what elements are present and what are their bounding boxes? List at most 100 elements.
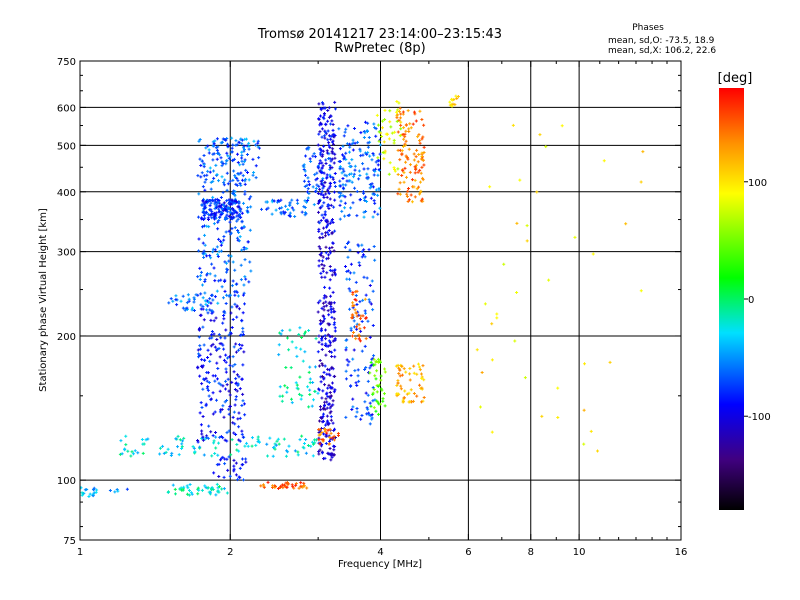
- data-point: [365, 199, 369, 203]
- data-point: [192, 446, 196, 450]
- data-point: [330, 335, 334, 339]
- data-point: [317, 229, 321, 233]
- data-point: [254, 143, 258, 147]
- data-point: [321, 259, 325, 263]
- data-point: [201, 438, 205, 442]
- data-point: [317, 117, 321, 121]
- data-point: [292, 486, 296, 490]
- data-point: [396, 130, 400, 134]
- data-point: [288, 203, 292, 207]
- data-point: [329, 385, 333, 389]
- data-point: [372, 387, 376, 391]
- data-point: [363, 344, 367, 348]
- data-point: [323, 364, 327, 368]
- data-point: [116, 489, 120, 493]
- data-point: [244, 277, 248, 281]
- data-point: [208, 166, 212, 170]
- data-point: [234, 395, 238, 399]
- data-point: [317, 334, 321, 338]
- data-point: [332, 390, 336, 394]
- data-point: [200, 171, 204, 175]
- stats-o-mode: mean, sd,O: -73.5, 18.9: [608, 36, 715, 46]
- data-point: [374, 188, 378, 192]
- data-point: [92, 488, 96, 492]
- data-point: [219, 210, 223, 214]
- data-point: [328, 350, 332, 354]
- data-point: [330, 365, 334, 369]
- data-point: [346, 124, 350, 128]
- data-point: [353, 308, 357, 312]
- data-point: [322, 195, 326, 199]
- data-point: [299, 347, 303, 351]
- data-point: [376, 400, 380, 404]
- data-point: [362, 326, 366, 330]
- data-point: [368, 140, 372, 144]
- data-point: [328, 221, 332, 225]
- data-point: [329, 307, 333, 311]
- data-point: [374, 360, 378, 364]
- data-point: [220, 175, 224, 179]
- data-point: [239, 263, 243, 267]
- data-point: [236, 417, 240, 421]
- data-point: [333, 156, 337, 160]
- data-point: [408, 366, 412, 370]
- data-point: [223, 217, 227, 221]
- data-point: [418, 192, 422, 196]
- data-point: [372, 357, 376, 361]
- data-point: [333, 107, 337, 111]
- data-point: [328, 447, 332, 451]
- data-point: [397, 187, 401, 191]
- data-point: [369, 364, 373, 368]
- data-point: [326, 190, 330, 194]
- data-point: [354, 381, 358, 385]
- data-point: [417, 365, 421, 369]
- y-tick-label: 300: [57, 248, 76, 259]
- data-point: [198, 445, 202, 449]
- data-point: [333, 229, 337, 233]
- data-point: [275, 439, 279, 443]
- data-point: [185, 484, 189, 488]
- data-point: [285, 386, 289, 390]
- data-point: [192, 296, 196, 300]
- data-point: [319, 171, 323, 175]
- data-point: [206, 436, 210, 440]
- data-point: [230, 211, 234, 215]
- data-point: [325, 419, 329, 423]
- data-point: [287, 213, 291, 217]
- data-point: [315, 171, 319, 175]
- data-point: [322, 111, 326, 115]
- data-point: [199, 274, 203, 278]
- data-point: [377, 167, 381, 171]
- data-point: [407, 391, 411, 395]
- data-point: [217, 237, 221, 241]
- data-point: [326, 188, 330, 192]
- data-point: [197, 139, 201, 143]
- data-point: [299, 481, 303, 485]
- data-point: [196, 275, 200, 279]
- data-point: [319, 192, 323, 196]
- data-point: [350, 158, 354, 162]
- data-point: [210, 216, 214, 220]
- data-point: [225, 137, 229, 141]
- data-point: [283, 384, 287, 388]
- data-point: [302, 332, 306, 336]
- data-point: [185, 306, 189, 310]
- data-point: [200, 216, 204, 220]
- data-point: [303, 350, 307, 354]
- data-point: [353, 168, 357, 172]
- data-point: [178, 438, 182, 442]
- data-point: [115, 488, 119, 492]
- data-point: [233, 201, 237, 205]
- data-point: [328, 435, 332, 439]
- data-point: [215, 361, 219, 365]
- data-point: [370, 182, 374, 186]
- data-point: [448, 100, 452, 104]
- data-point: [372, 173, 376, 177]
- data-point: [338, 167, 342, 171]
- data-point: [234, 350, 238, 354]
- data-point: [141, 451, 145, 455]
- data-point: [382, 157, 386, 161]
- data-point: [380, 134, 384, 138]
- data-point: [158, 446, 162, 450]
